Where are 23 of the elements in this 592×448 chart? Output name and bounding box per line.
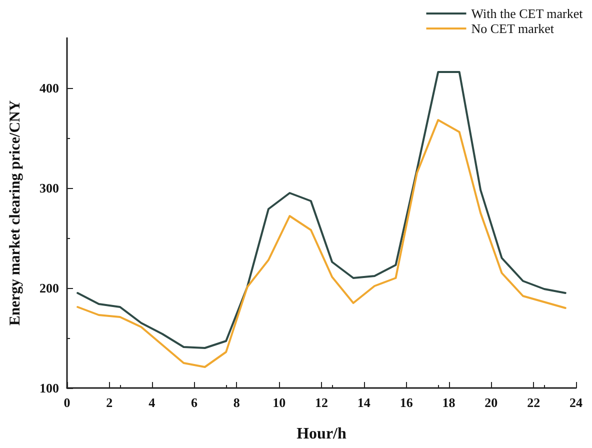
x-tick-label: 8 (233, 395, 240, 410)
x-tick-label: 20 (484, 395, 498, 410)
y-tick-label: 300 (40, 180, 59, 196)
x-tick-label: 12 (315, 395, 328, 410)
line-series (76, 71, 566, 349)
x-tick-label: 24 (570, 395, 583, 410)
x-tick-label: 6 (191, 395, 198, 410)
y-tick-label: 200 (40, 280, 59, 296)
legend-label: No CET market (471, 21, 554, 36)
x-tick-label: 16 (400, 395, 414, 410)
y-tick-label: 100 (40, 380, 59, 396)
x-tick-label: 18 (442, 395, 456, 410)
x-tick-label: 4 (148, 395, 156, 410)
x-tick-label: 22 (527, 395, 540, 410)
legend-label: With the CET market (471, 6, 584, 21)
x-tick-label: 10 (272, 395, 286, 410)
x-axis-title: Hour/h (296, 426, 346, 442)
x-tick-label: 2 (106, 395, 113, 410)
y-axis-title: Energy market clearing price/CNY (8, 100, 24, 326)
y-tick-label: 400 (40, 80, 59, 96)
x-tick-label: 0 (64, 395, 70, 410)
x-tick-label: 14 (357, 395, 371, 410)
line-series (76, 119, 566, 368)
